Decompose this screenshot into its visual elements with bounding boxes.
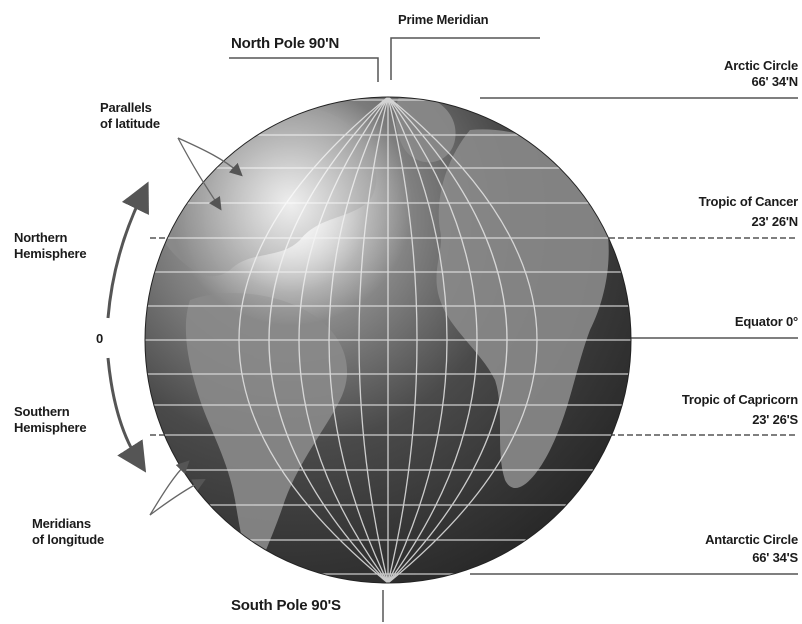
- zero-label: 0: [96, 331, 104, 346]
- south-pole-label: South Pole 90'S: [231, 597, 341, 614]
- antarctic-circle-value: 66' 34'S: [752, 550, 798, 565]
- southern-hemisphere-line1: Southern: [14, 404, 70, 419]
- north-pole-label: North Pole 90'N: [231, 35, 340, 52]
- tropic-of-capricorn-value: 23' 26'S: [752, 412, 798, 427]
- northern-hemisphere-line1: Northern: [14, 230, 68, 245]
- prime-meridian-line: [390, 37, 540, 80]
- tropic-of-cancer-value: 23' 26'N: [751, 214, 798, 229]
- north-pole-line: [229, 57, 379, 82]
- hemisphere-arrows: [106, 181, 149, 473]
- pointer-arrows: [149, 137, 243, 516]
- tropic-of-cancer-name: Tropic of Cancer: [698, 194, 799, 209]
- meridians-label-line2: of longitude: [32, 532, 104, 547]
- meridians-label-line1: Meridians: [32, 516, 91, 531]
- arctic-circle-name: Arctic Circle: [724, 58, 798, 73]
- equator-label: Equator 0°: [734, 314, 798, 329]
- parallels-label-line2: of latitude: [100, 116, 160, 131]
- antarctic-circle-name: Antarctic Circle: [705, 532, 798, 547]
- tropic-of-capricorn-name: Tropic of Capricorn: [681, 392, 798, 407]
- globe: [144, 96, 632, 584]
- arctic-circle-value: 66' 34'N: [751, 74, 798, 89]
- prime-meridian-label: Prime Meridian: [398, 12, 489, 27]
- parallels-label-line1: Parallels: [100, 100, 152, 115]
- northern-hemisphere-line2: Hemisphere: [14, 246, 87, 261]
- southern-hemisphere-line2: Hemisphere: [14, 420, 87, 435]
